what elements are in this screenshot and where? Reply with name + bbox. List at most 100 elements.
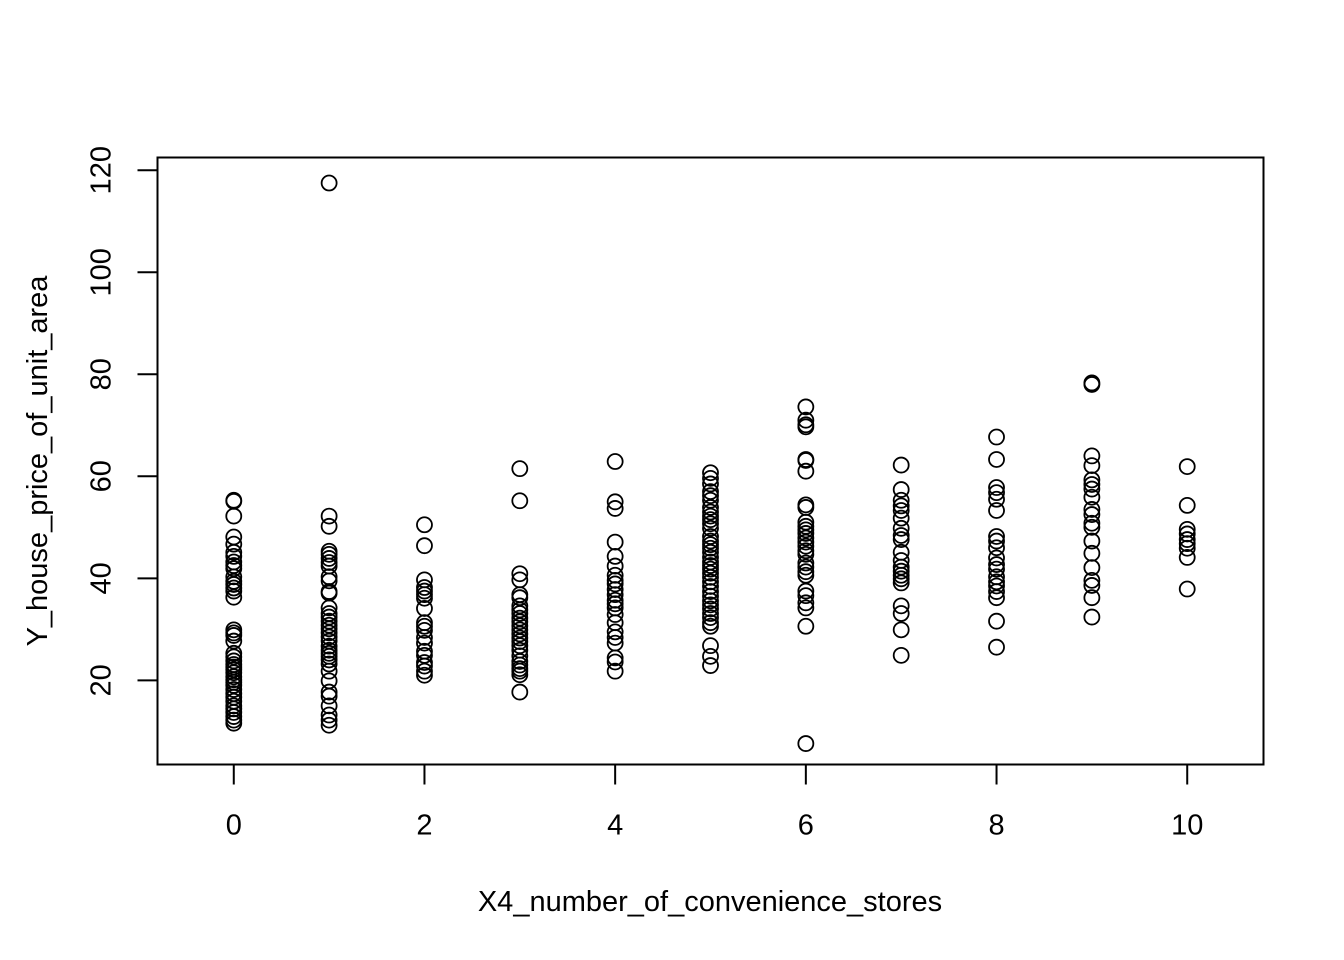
data-point bbox=[320, 655, 338, 673]
data-point bbox=[1178, 535, 1196, 553]
data-point bbox=[225, 535, 243, 553]
data-point bbox=[702, 511, 719, 529]
data-point bbox=[892, 456, 910, 474]
data-point bbox=[988, 583, 1005, 600]
data-point bbox=[225, 714, 243, 732]
data-point bbox=[320, 517, 338, 535]
data-point bbox=[1083, 571, 1101, 589]
data-point bbox=[988, 490, 1005, 508]
data-point bbox=[1083, 457, 1101, 474]
data-point bbox=[988, 560, 1005, 578]
data-point bbox=[1178, 496, 1196, 514]
data-point bbox=[1178, 549, 1196, 566]
data-point bbox=[320, 550, 338, 567]
data-point bbox=[1083, 577, 1101, 594]
data-point bbox=[320, 174, 338, 192]
data-point bbox=[320, 507, 338, 525]
data-point bbox=[797, 525, 815, 542]
data-point bbox=[702, 617, 719, 635]
data-point bbox=[606, 533, 624, 551]
data-point bbox=[1083, 376, 1101, 393]
data-point bbox=[320, 716, 338, 734]
data-point bbox=[606, 653, 624, 671]
data-point bbox=[988, 479, 1005, 496]
data-point bbox=[702, 637, 719, 655]
data-point bbox=[797, 558, 815, 576]
data-point bbox=[606, 623, 624, 641]
data-point bbox=[988, 484, 1005, 502]
data-point bbox=[702, 464, 719, 482]
data-point bbox=[1083, 501, 1101, 518]
data-point bbox=[892, 605, 910, 622]
data-point bbox=[892, 497, 910, 515]
data-point bbox=[225, 582, 243, 600]
data-point bbox=[988, 612, 1005, 630]
data-point bbox=[416, 600, 433, 617]
data-point bbox=[702, 515, 719, 533]
y-tick-label: 40 bbox=[86, 562, 118, 594]
data-point bbox=[892, 509, 910, 527]
data-point bbox=[892, 502, 910, 519]
data-point bbox=[892, 597, 910, 615]
data-point bbox=[988, 528, 1005, 545]
data-point bbox=[606, 547, 624, 565]
data-point bbox=[416, 657, 433, 675]
data-point bbox=[320, 651, 338, 669]
data-point bbox=[1083, 589, 1101, 607]
data-point bbox=[797, 533, 815, 551]
data-point bbox=[511, 460, 529, 478]
data-point bbox=[606, 557, 624, 575]
data-point bbox=[225, 704, 243, 721]
data-point bbox=[320, 545, 338, 563]
data-point bbox=[702, 469, 719, 487]
data-point bbox=[892, 646, 910, 664]
data-point bbox=[988, 549, 1005, 567]
data-point bbox=[797, 582, 815, 600]
data-point bbox=[797, 594, 815, 612]
data-point bbox=[225, 681, 243, 698]
data-point bbox=[606, 453, 624, 470]
x-axis: 0 2 4 6 8 10 bbox=[226, 763, 1203, 842]
data-point bbox=[320, 697, 338, 715]
data-point bbox=[511, 565, 529, 583]
data-point bbox=[988, 589, 1005, 607]
data-point bbox=[320, 706, 338, 724]
data-point bbox=[702, 609, 719, 626]
data-point bbox=[416, 516, 433, 534]
data-point bbox=[892, 574, 910, 592]
data-point bbox=[1178, 539, 1196, 557]
data-point bbox=[225, 547, 243, 565]
data-point bbox=[797, 554, 815, 572]
data-point bbox=[988, 638, 1005, 656]
x-tick-label: 0 bbox=[226, 810, 242, 842]
data-point bbox=[511, 605, 529, 622]
data-point bbox=[606, 586, 624, 604]
data-point bbox=[988, 539, 1005, 557]
data-point bbox=[606, 595, 624, 613]
x-tick-label: 6 bbox=[798, 810, 814, 842]
data-point bbox=[702, 519, 719, 537]
data-point bbox=[320, 662, 338, 680]
data-point bbox=[988, 532, 1005, 550]
data-point bbox=[416, 589, 433, 607]
data-point bbox=[1178, 458, 1196, 476]
data-point bbox=[606, 493, 624, 511]
data-point bbox=[702, 605, 719, 622]
data-point bbox=[892, 481, 910, 498]
data-point bbox=[320, 637, 338, 655]
data-point bbox=[225, 588, 243, 606]
data-point bbox=[988, 428, 1005, 446]
data-point bbox=[797, 462, 815, 480]
data-point bbox=[606, 649, 624, 667]
data-point bbox=[702, 564, 719, 582]
data-point bbox=[702, 475, 719, 493]
data-point bbox=[225, 507, 243, 525]
data-point bbox=[225, 491, 243, 509]
data-point bbox=[606, 629, 624, 646]
data-point bbox=[320, 683, 338, 701]
data-point bbox=[702, 499, 719, 516]
data-point bbox=[1083, 506, 1101, 523]
y-tick-label: 100 bbox=[86, 248, 118, 296]
data-point bbox=[797, 411, 815, 429]
